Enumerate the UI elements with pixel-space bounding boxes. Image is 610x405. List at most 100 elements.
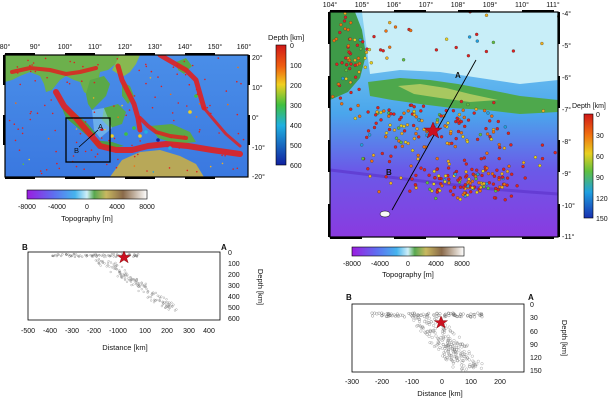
- earthquake-dot: [204, 78, 206, 81]
- earthquake-dot: [409, 28, 413, 33]
- hypocenter: [424, 318, 428, 322]
- earthquake-dot: [412, 105, 416, 109]
- hypocenter: [165, 303, 168, 306]
- earthquake-dot: [388, 123, 392, 127]
- earthquake-dot: [177, 102, 180, 104]
- hypocenter: [94, 252, 97, 256]
- hypocenter: [439, 335, 443, 339]
- earthquake-dot: [116, 58, 119, 60]
- earthquake-dot: [462, 158, 467, 162]
- hypocenter: [432, 344, 436, 348]
- hypocenter: [466, 356, 470, 360]
- hypocenter: [125, 271, 128, 274]
- hypocenter: [455, 341, 459, 345]
- hypocenter: [476, 311, 480, 315]
- earthquake-dot: [497, 156, 501, 161]
- earthquake-dot: [445, 141, 449, 145]
- hypocenter: [163, 301, 166, 304]
- hypocenter: [452, 332, 456, 336]
- hypocenter: [136, 284, 139, 287]
- hypocenter: [61, 253, 64, 256]
- hypocenter: [428, 332, 432, 336]
- earthquake-dot: [434, 196, 438, 201]
- earthquake-dot: [479, 185, 483, 190]
- right-section-end-b: B: [346, 293, 352, 302]
- right-depth-colorbar: Depth [km] 0 30 60 90 120 150: [572, 103, 608, 223]
- earthquake-dot: [488, 119, 492, 123]
- hypocenter: [461, 312, 465, 316]
- earthquake-dot: [360, 143, 364, 147]
- hypocenter: [116, 264, 119, 267]
- earthquake-dot: [475, 32, 479, 37]
- earthquake-dot: [32, 62, 35, 64]
- hypocenter: [469, 315, 473, 319]
- hypocenter: [425, 332, 429, 336]
- lx-tick-0: -500: [21, 328, 35, 335]
- hypocenter: [454, 354, 458, 358]
- earthquake-dot: [384, 29, 388, 33]
- earthquake-dot: [485, 166, 489, 170]
- earthquake-dot: [480, 173, 484, 178]
- earthquake-dot: [184, 73, 187, 76]
- lat-tick-m10: -10°: [252, 144, 265, 152]
- hypocenter: [118, 271, 121, 274]
- hypocenter: [112, 264, 115, 268]
- rx-tick-2: -100: [405, 379, 419, 386]
- hypocenter: [147, 290, 150, 293]
- earthquake-dot: [93, 81, 96, 84]
- hypocenter: [124, 277, 127, 280]
- earthquake-dot: [400, 131, 404, 136]
- hypocenter: [460, 342, 464, 346]
- earthquake-dot: [521, 160, 526, 165]
- earthquake-dot: [349, 21, 353, 25]
- earthquake-dot: [440, 184, 444, 188]
- earthquake-dot: [356, 103, 360, 108]
- hypocenter: [442, 351, 446, 355]
- ly-tick-1: 100: [228, 261, 240, 268]
- earthquake-dot: [515, 184, 519, 188]
- earthquake-dot: [369, 61, 373, 65]
- hypocenter: [143, 283, 146, 286]
- earthquake-dot: [196, 170, 198, 173]
- hypocenter: [451, 347, 455, 351]
- earthquake-dot: [479, 157, 483, 161]
- hypocenter: [118, 271, 121, 274]
- earthquake-dot: [389, 181, 393, 185]
- earthquake-dot: [150, 70, 153, 73]
- earthquake-dot: [75, 165, 78, 168]
- hypocenter: [90, 254, 93, 257]
- earthquake-dot: [54, 129, 56, 132]
- hypocenter: [447, 312, 451, 316]
- hypocenter: [126, 274, 129, 277]
- hypocenter: [480, 362, 484, 366]
- earthquake-dot: [198, 103, 201, 105]
- earthquake-dot: [402, 111, 406, 115]
- hypocenter: [85, 255, 88, 258]
- earthquake-dot: [422, 145, 426, 149]
- hypocenter: [108, 255, 111, 258]
- earthquake-dot: [16, 72, 19, 74]
- hypocenter: [106, 264, 109, 267]
- earthquake-dot: [217, 57, 220, 59]
- hypocenter: [454, 352, 458, 356]
- earthquake-dot: [427, 173, 431, 177]
- earthquake-dot: [392, 112, 396, 116]
- earthquake-dot: [237, 132, 240, 135]
- earthquake-dot: [400, 144, 404, 148]
- ly-tick-2: 200: [228, 272, 240, 279]
- earthquake-dot: [540, 41, 544, 46]
- earthquake-dot: [485, 182, 489, 186]
- hypocenter: [112, 255, 115, 258]
- hypocenter: [120, 275, 124, 278]
- hypocenter: [55, 255, 58, 258]
- earthquake-dot: [332, 38, 336, 43]
- hypocenter: [115, 268, 118, 271]
- earthquake-dot: [417, 135, 421, 139]
- hypocenter: [92, 254, 95, 257]
- rlat-tick-m9: -9°: [562, 170, 571, 178]
- earthquake-dot: [145, 63, 147, 66]
- earthquake-dot: [172, 66, 175, 68]
- hypocenter: [168, 306, 172, 309]
- rx-tick-3: 0: [440, 379, 444, 386]
